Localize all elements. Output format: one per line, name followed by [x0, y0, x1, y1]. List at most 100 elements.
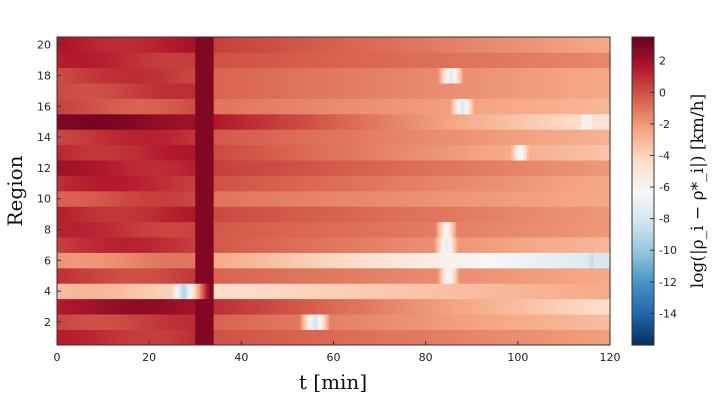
heatmap-cell [335, 191, 339, 207]
heatmap-cell [457, 221, 461, 238]
heatmap-cell [70, 221, 74, 238]
heatmap-cell [338, 191, 342, 207]
heatmap-cell [508, 114, 512, 130]
heatmap-cell [227, 314, 231, 330]
heatmap-cell [123, 129, 127, 146]
heatmap-cell [165, 160, 169, 176]
heatmap-cell [434, 191, 438, 207]
heatmap-cell [455, 252, 459, 269]
heatmap-cell [68, 144, 72, 161]
heatmap-cell [142, 160, 146, 176]
heatmap-cell [499, 83, 503, 99]
heatmap-cell [188, 129, 192, 146]
heatmap-cell [570, 252, 574, 269]
heatmap-cell [308, 298, 312, 315]
heatmap-cell [407, 283, 411, 300]
heatmap-cell [213, 114, 217, 130]
heatmap-cell [275, 329, 279, 346]
heatmap-cell [227, 191, 231, 207]
heatmap-cell [462, 160, 466, 176]
heatmap-cell [86, 83, 90, 99]
heatmap-cell [89, 298, 93, 315]
heatmap-cell [232, 67, 236, 84]
heatmap-cell [356, 283, 360, 300]
heatmap-cell [603, 206, 606, 223]
heatmap-cell [139, 268, 143, 284]
heatmap-cell [202, 268, 206, 284]
heatmap-cell [543, 221, 547, 238]
heatmap-cell [504, 252, 507, 269]
heatmap-cell [425, 221, 429, 238]
heatmap-cell [301, 175, 305, 192]
heatmap-cell [153, 114, 157, 130]
heatmap-cell [257, 221, 261, 238]
heatmap-cell [427, 37, 431, 53]
heatmap-cell [287, 268, 291, 284]
heatmap-cell [437, 237, 441, 253]
heatmap-cell [227, 114, 231, 130]
heatmap-cell [411, 206, 415, 223]
heatmap-cell [89, 191, 93, 207]
heatmap-cell [345, 268, 348, 284]
heatmap-cell [508, 160, 512, 176]
heatmap-cell [540, 83, 544, 99]
heatmap-cell [211, 206, 215, 223]
heatmap-cell [504, 83, 507, 99]
heatmap-cell [84, 67, 88, 84]
heatmap-cell [317, 52, 321, 69]
heatmap-cell [506, 114, 510, 130]
colorbar-swatch [632, 324, 654, 328]
heatmap-cell [222, 160, 226, 176]
heatmap-cell [176, 37, 180, 53]
heatmap-cell [340, 83, 344, 99]
heatmap-cell [557, 221, 560, 238]
heatmap-cell [264, 144, 268, 161]
heatmap-cell [128, 191, 132, 207]
heatmap-cell [252, 37, 256, 53]
heatmap-cell [448, 114, 452, 130]
heatmap-cell [190, 129, 194, 146]
heatmap-cell [469, 160, 473, 176]
heatmap-cell [139, 67, 143, 84]
heatmap-cell [384, 268, 388, 284]
heatmap-cell [591, 268, 595, 284]
heatmap-cell [68, 191, 72, 207]
heatmap-cell [349, 329, 353, 346]
heatmap-cell [211, 67, 215, 84]
heatmap-cell [100, 252, 104, 269]
heatmap-cell [285, 37, 289, 53]
heatmap-cell [255, 52, 259, 69]
heatmap-cell [603, 52, 606, 69]
heatmap-cell [448, 144, 452, 161]
heatmap-cell [331, 52, 335, 69]
heatmap-cell [167, 237, 171, 253]
heatmap-cell [310, 67, 314, 84]
heatmap-cell [596, 206, 600, 223]
heatmap-cell [333, 160, 337, 176]
heatmap-cell [70, 298, 74, 315]
heatmap-cell [192, 206, 196, 223]
heatmap-cell [345, 237, 348, 253]
heatmap-cell [96, 237, 100, 253]
heatmap-cell [379, 175, 383, 192]
heatmap-cell [600, 52, 604, 69]
heatmap-cell [119, 206, 123, 223]
heatmap-cell [77, 252, 81, 269]
heatmap-cell [372, 298, 376, 315]
heatmap-cell [301, 268, 305, 284]
heatmap-cell [172, 83, 176, 99]
heatmap-cell [142, 283, 146, 300]
heatmap-cell [289, 329, 293, 346]
heatmap-cell [605, 114, 609, 130]
heatmap-cell [63, 83, 67, 99]
heatmap-cell [268, 83, 272, 99]
heatmap-cell [600, 329, 604, 346]
heatmap-cell [308, 98, 312, 115]
heatmap-cell [202, 175, 206, 192]
heatmap-cell [179, 283, 183, 300]
heatmap-cell [188, 298, 192, 315]
heatmap-cell [432, 298, 436, 315]
heatmap-cell [439, 175, 443, 192]
heatmap-cell [430, 268, 434, 284]
heatmap-cell [504, 52, 507, 69]
